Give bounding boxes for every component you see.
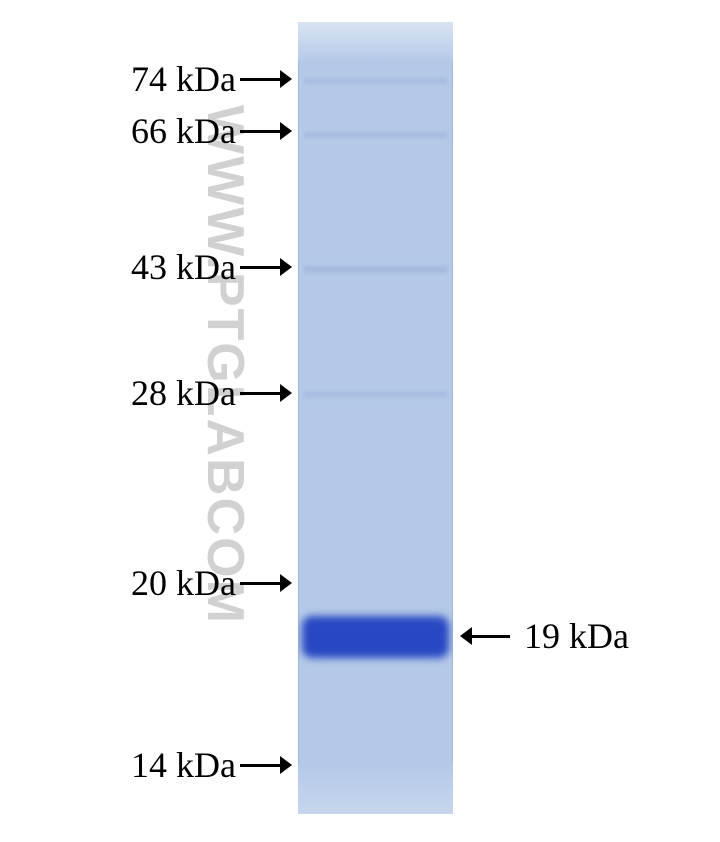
arrow-right-icon	[280, 574, 292, 592]
mw-marker-label: 43 kDa	[131, 246, 236, 288]
mw-marker-label: 28 kDa	[131, 372, 236, 414]
faint-band	[304, 391, 447, 398]
arrow-stem	[240, 764, 280, 767]
mw-marker-label: 14 kDa	[131, 744, 236, 786]
arrow-right-icon	[280, 70, 292, 88]
mw-marker-label: 74 kDa	[131, 58, 236, 100]
arrow-left-icon	[460, 627, 472, 645]
mw-marker: 20 kDa	[0, 562, 292, 604]
lane-top-fade	[298, 22, 453, 62]
faint-band	[304, 78, 447, 84]
mw-marker-label: 66 kDa	[131, 110, 236, 152]
mw-marker: 43 kDa	[0, 246, 292, 288]
faint-band	[304, 266, 447, 273]
arrow-stem	[240, 392, 280, 395]
arrow-stem	[472, 635, 510, 638]
arrow-stem	[240, 130, 280, 133]
arrow-stem	[240, 78, 280, 81]
gel-lane	[298, 22, 453, 814]
mw-marker: 66 kDa	[0, 110, 292, 152]
mw-marker: 14 kDa	[0, 744, 292, 786]
watermark-text: WWW.PTGLABCOM	[195, 105, 255, 625]
lane-bottom-fade	[298, 764, 453, 814]
arrow-right-icon	[280, 756, 292, 774]
mw-marker: 28 kDa	[0, 372, 292, 414]
faint-band	[304, 132, 447, 138]
arrow-stem	[240, 266, 280, 269]
arrow-right-icon	[280, 258, 292, 276]
target-band-annotation: 19 kDa	[460, 615, 629, 657]
mw-marker: 74 kDa	[0, 58, 292, 100]
arrow-stem	[240, 582, 280, 585]
gel-figure: WWW.PTGLABCOM 74 kDa 66 kDa 43 kDa 28 kDa 20…	[0, 0, 720, 842]
mw-marker-label: 20 kDa	[131, 562, 236, 604]
protein-band-main	[302, 616, 449, 658]
arrow-right-icon	[280, 122, 292, 140]
target-band-label: 19 kDa	[524, 615, 629, 657]
arrow-right-icon	[280, 384, 292, 402]
